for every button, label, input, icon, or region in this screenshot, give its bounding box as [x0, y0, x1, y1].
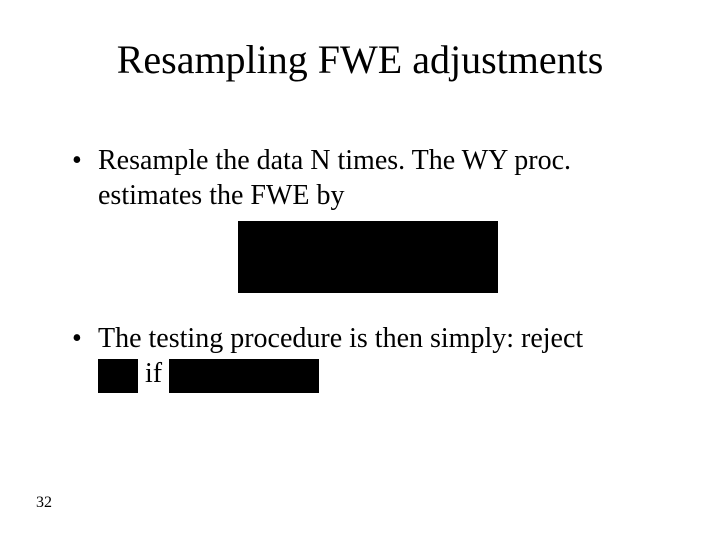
bullet-2-line-1: The testing procedure is then simply: re… — [98, 321, 664, 356]
bullet-item-1: Resample the data N times. The WY proc. … — [72, 143, 664, 213]
redacted-hypothesis — [98, 359, 138, 393]
bullet-1-line-1: Resample the data N times. The WY proc. — [98, 143, 664, 178]
bullet-item-2: The testing procedure is then simply: re… — [72, 321, 664, 393]
slide: Resampling FWE adjustments Resample the … — [0, 0, 720, 540]
bullet-list: Resample the data N times. The WY proc. … — [56, 143, 664, 393]
redacted-condition — [169, 359, 319, 393]
redacted-formula-1 — [238, 221, 498, 293]
formula-row-1 — [72, 221, 664, 293]
page-number: 32 — [36, 494, 52, 512]
bullet-1-line-2: estimates the FWE by — [98, 178, 664, 213]
bullet-2-line-2: if — [98, 356, 664, 393]
slide-title: Resampling FWE adjustments — [56, 36, 664, 83]
if-word: if — [145, 358, 162, 389]
